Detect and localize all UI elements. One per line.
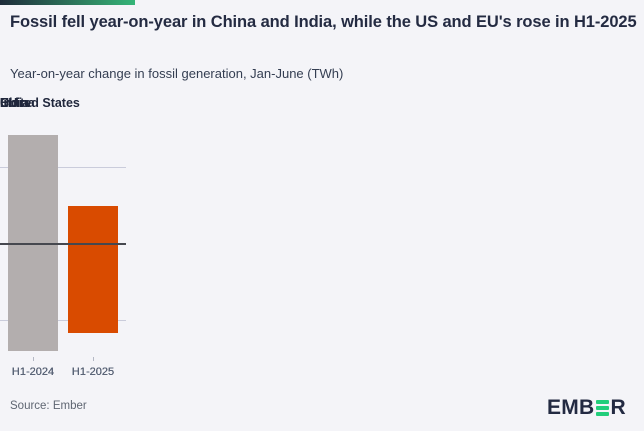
panel-title: India [0,96,30,110]
source-note: Source: Ember [10,400,87,412]
panel-title: United States [0,96,80,110]
x-tick-label: H1-2025 [71,366,115,378]
gridline-50 [0,167,126,168]
panel-title: China [0,96,35,110]
bar-h1-2025 [68,205,118,244]
x-tick-label: H1-2024 [11,366,55,378]
x-tick-label: H1-2025 [71,366,115,378]
x-tick [93,357,94,361]
logo-bars-icon [596,398,610,417]
brand-gradient-bar [0,0,135,5]
zero-baseline [0,243,126,245]
ember-logo: EMB R [547,395,626,421]
bar-h1-2024 [8,173,58,244]
panel-title: EU [0,96,18,110]
logo-text-prefix: EMB [546,396,595,419]
x-tick [33,357,34,361]
x-tick-label: H1-2025 [71,366,115,378]
x-tick-label: H1-2024 [11,366,55,378]
x-tick-label: H1-2025 [71,366,115,378]
chart-subtitle: Year-on-year change in fossil generation… [10,66,344,81]
logo-text-suffix: R [610,396,626,419]
x-tick-label: H1-2024 [11,366,55,378]
chart-title: Fossil fell year-on-year in China and In… [10,13,637,31]
bar-h1-2025 [68,244,118,289]
x-tick-label: H1-2024 [11,366,55,378]
gridline--50 [0,320,126,321]
plot-area [0,112,126,357]
panel-eu: EU H1-2024 H1-2025 [0,96,126,391]
bar-h1-2024 [8,244,58,352]
